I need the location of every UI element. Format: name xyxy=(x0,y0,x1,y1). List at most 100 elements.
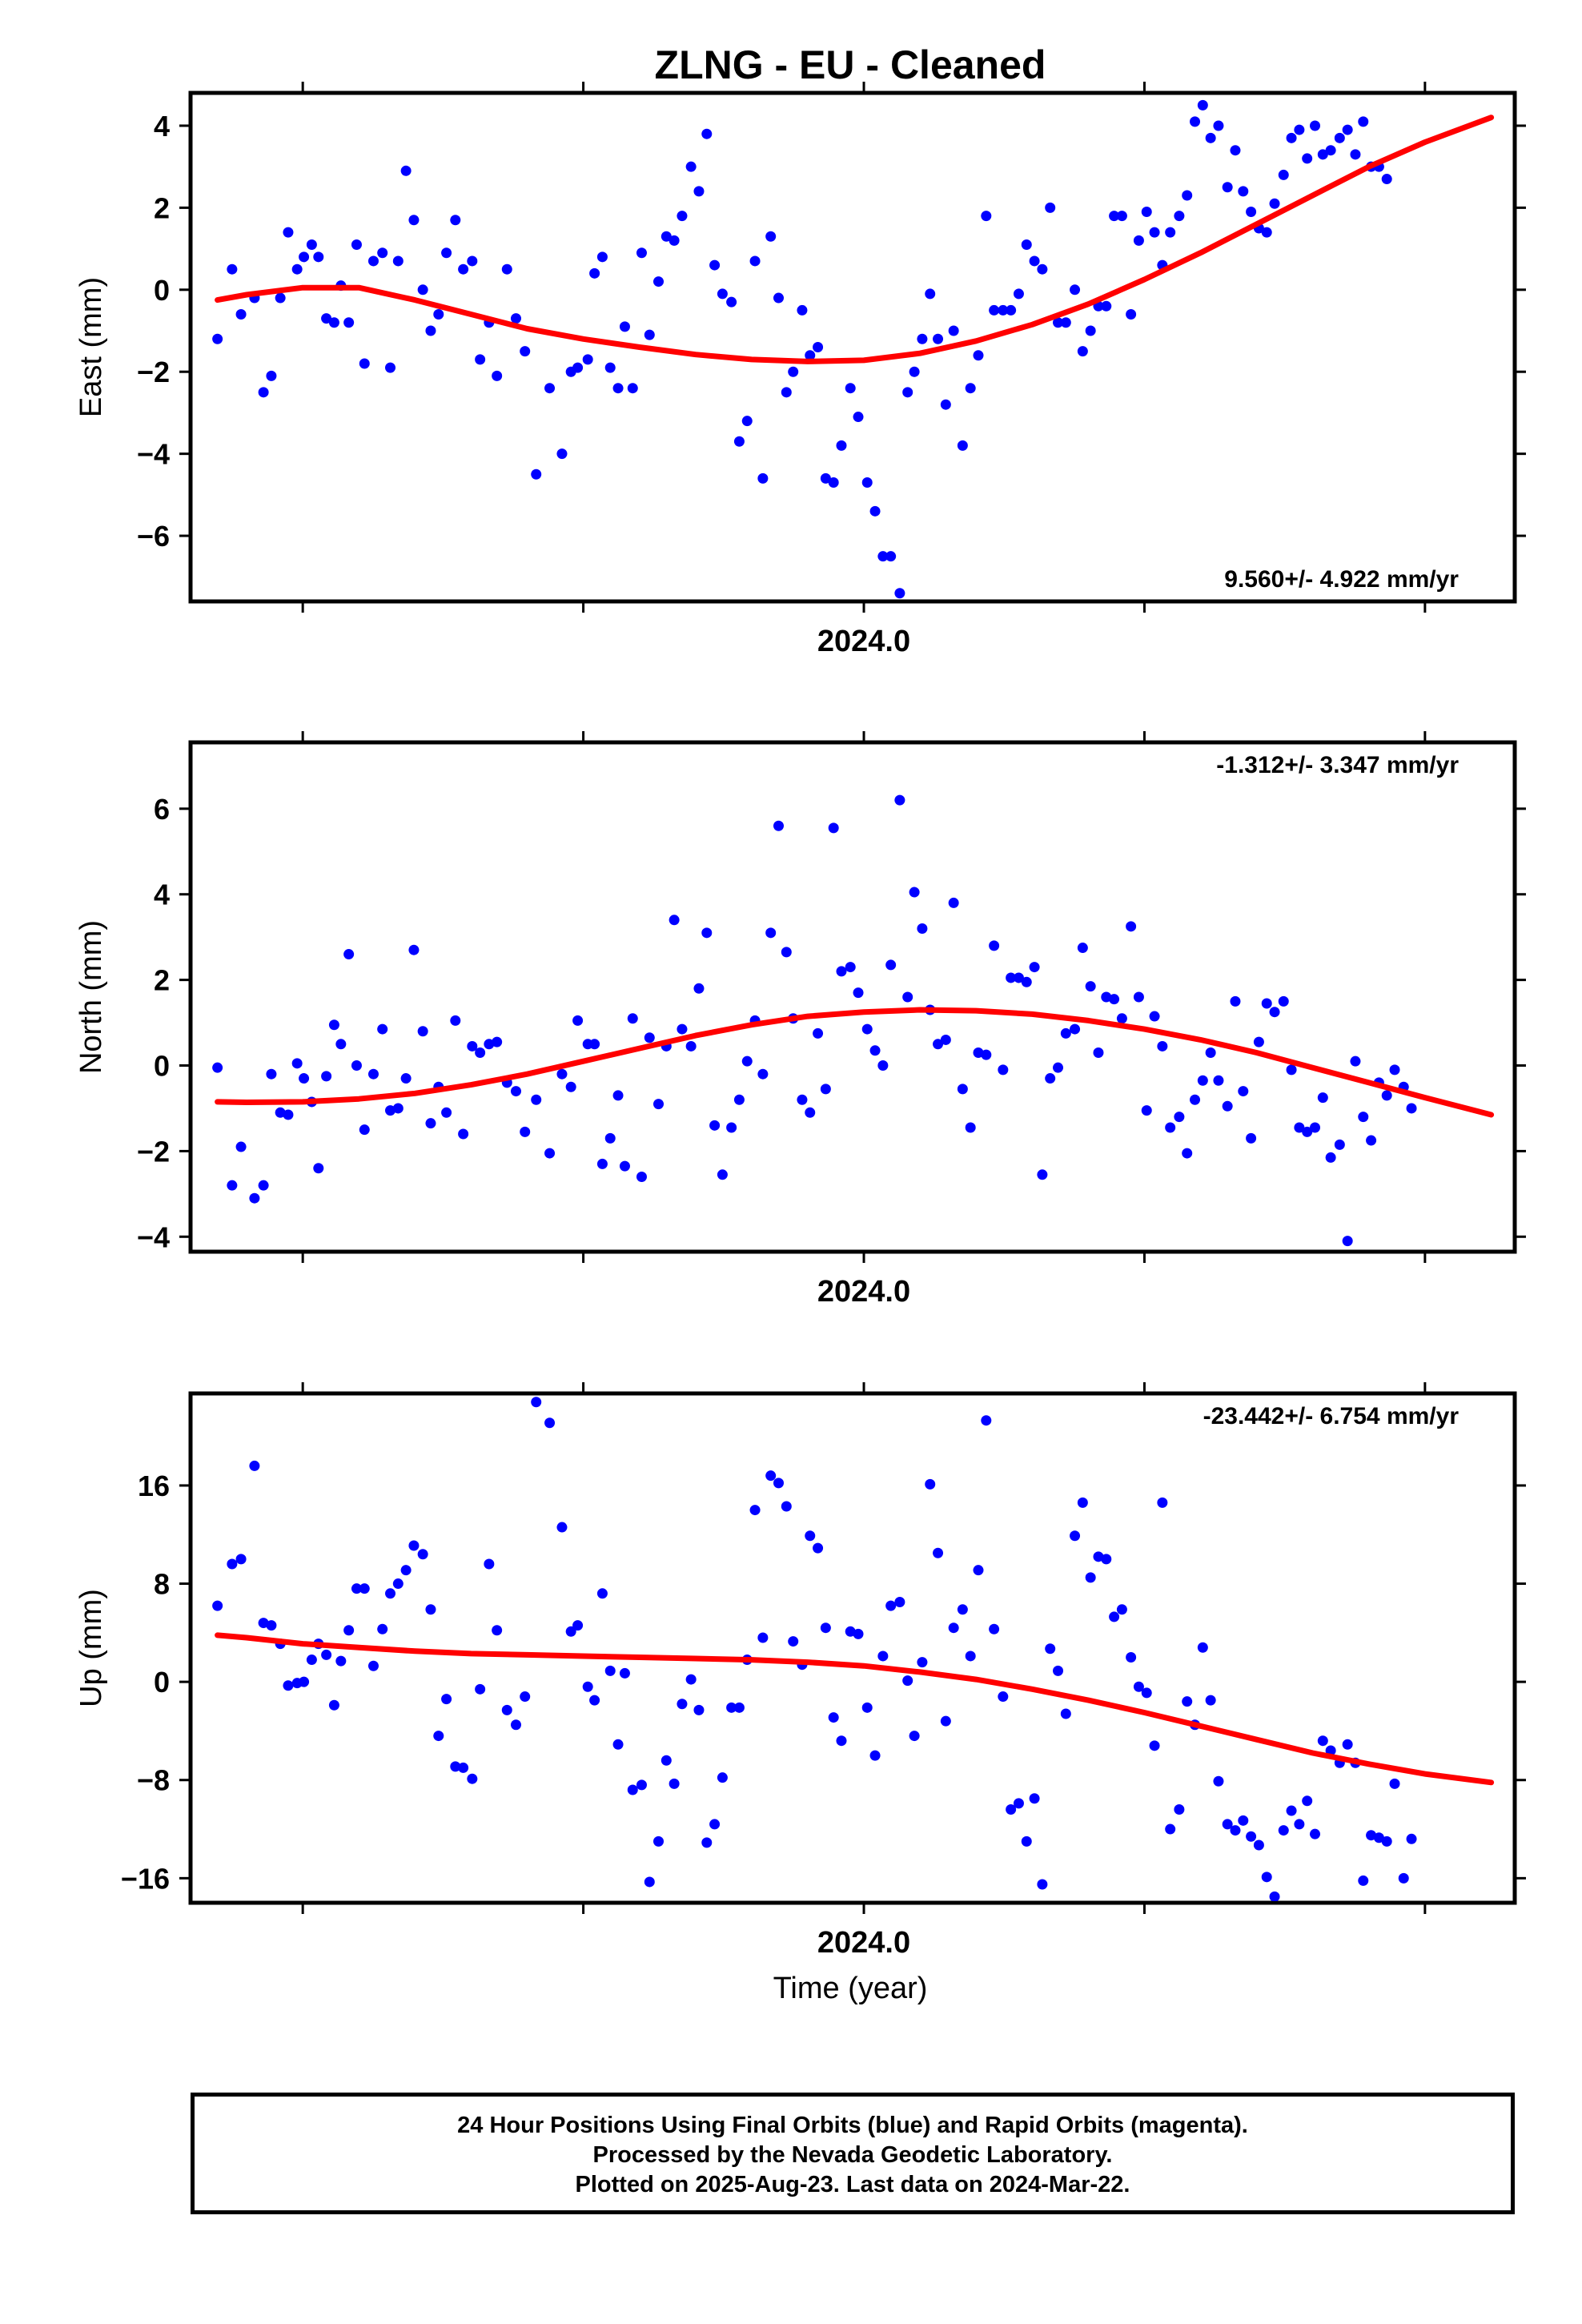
up-point xyxy=(902,1675,913,1687)
north-point xyxy=(400,1073,412,1084)
north-point xyxy=(845,962,856,973)
up-point xyxy=(408,1540,420,1551)
up-point xyxy=(1182,1696,1193,1707)
north-point xyxy=(604,1132,616,1144)
east-point xyxy=(925,288,936,300)
up-point xyxy=(1149,1740,1160,1751)
up-point xyxy=(925,1478,936,1490)
east-point xyxy=(973,350,984,361)
north-point xyxy=(321,1071,332,1082)
north-point xyxy=(677,1023,688,1035)
up-point xyxy=(1053,1665,1064,1676)
up-point xyxy=(484,1558,495,1570)
up-point xyxy=(1261,1872,1272,1883)
east-y-axis-label: East (mm) xyxy=(74,277,108,417)
north-point xyxy=(1190,1094,1201,1105)
north-point xyxy=(1238,1086,1249,1097)
up-y-axis-label: Up (mm) xyxy=(74,1589,108,1707)
north-point xyxy=(450,1015,461,1026)
north-point xyxy=(1406,1103,1417,1114)
up-point xyxy=(258,1618,269,1629)
up-ytick-label: 16 xyxy=(138,1470,170,1502)
east-point xyxy=(709,259,721,271)
north-point xyxy=(653,1099,665,1110)
panels: −6 −4 −2 0 2 4 2024.0 East (mm) 9.560+/- 4.922 m… xyxy=(74,82,1526,1960)
east-point xyxy=(1350,149,1361,160)
east-point xyxy=(828,476,839,488)
up-point xyxy=(467,1773,478,1784)
up-rate-label: -23.442+/- 6.754 mm/yr xyxy=(1203,1403,1460,1429)
north-panel: −4 −2 0 2 4 6 2024.0 North (mm) -1.312+/- 3.347 … xyxy=(74,731,1526,1309)
east-ytick-label: 2 xyxy=(154,191,170,224)
north-point xyxy=(544,1148,556,1159)
up-point xyxy=(998,1691,1009,1703)
up-point xyxy=(520,1691,531,1703)
north-point xyxy=(1269,1007,1280,1018)
up-point xyxy=(1109,1611,1120,1622)
up-point xyxy=(450,1761,461,1772)
north-point xyxy=(425,1118,436,1129)
north-point xyxy=(275,1107,286,1118)
east-point xyxy=(1278,169,1289,180)
up-point xyxy=(1197,1642,1208,1653)
east-point xyxy=(492,370,503,381)
north-point xyxy=(1309,1122,1320,1133)
north-point xyxy=(589,1039,600,1050)
east-point xyxy=(458,263,469,275)
north-point xyxy=(565,1081,576,1092)
north-point xyxy=(885,959,897,971)
up-point xyxy=(572,1620,584,1631)
north-point xyxy=(510,1086,521,1097)
north-point xyxy=(1174,1112,1185,1123)
east-point xyxy=(510,313,521,324)
east-point xyxy=(1053,317,1064,328)
east-point xyxy=(351,239,362,250)
north-ytick-label: −4 xyxy=(137,1220,170,1253)
east-point xyxy=(1013,288,1024,300)
north-point xyxy=(385,1105,396,1116)
north-point xyxy=(1013,972,1024,983)
north-point xyxy=(1141,1105,1152,1116)
up-point xyxy=(266,1620,277,1631)
east-point xyxy=(957,440,968,451)
north-point xyxy=(377,1023,388,1035)
north-point xyxy=(981,1049,992,1060)
up-point xyxy=(501,1704,512,1715)
north-point xyxy=(957,1084,968,1095)
up-ytick-label: −16 xyxy=(121,1862,170,1895)
east-point xyxy=(596,251,608,263)
up-point xyxy=(1269,1891,1280,1901)
east-point xyxy=(1309,120,1320,131)
east-point xyxy=(467,255,478,267)
north-point xyxy=(644,1032,655,1043)
north-point xyxy=(1149,1011,1160,1022)
up-point xyxy=(475,1683,486,1695)
north-point xyxy=(343,949,355,960)
up-point xyxy=(781,1501,792,1512)
east-point xyxy=(321,313,332,324)
east-point xyxy=(909,366,920,377)
east-point xyxy=(788,366,799,377)
east-point xyxy=(1116,211,1127,222)
north-point xyxy=(1302,1126,1313,1137)
up-point xyxy=(283,1680,294,1691)
up-point xyxy=(1101,1554,1112,1565)
up-point xyxy=(1398,1872,1409,1884)
east-point xyxy=(1325,145,1336,156)
up-point xyxy=(1406,1833,1417,1844)
east-point xyxy=(1213,120,1224,131)
east-fit-line xyxy=(215,115,1495,364)
north-point xyxy=(1182,1148,1193,1159)
north-point xyxy=(328,1019,339,1031)
east-point xyxy=(1230,145,1241,156)
east-point xyxy=(1126,309,1137,320)
north-point xyxy=(417,1026,428,1037)
up-point xyxy=(589,1695,600,1706)
north-point xyxy=(757,1068,769,1080)
up-point xyxy=(385,1588,396,1599)
north-point xyxy=(1006,972,1017,983)
north-rate-label: -1.312+/- 3.347 mm/yr xyxy=(1216,752,1459,778)
east-point xyxy=(749,255,761,267)
east-point xyxy=(227,263,238,275)
up-point xyxy=(909,1731,920,1742)
